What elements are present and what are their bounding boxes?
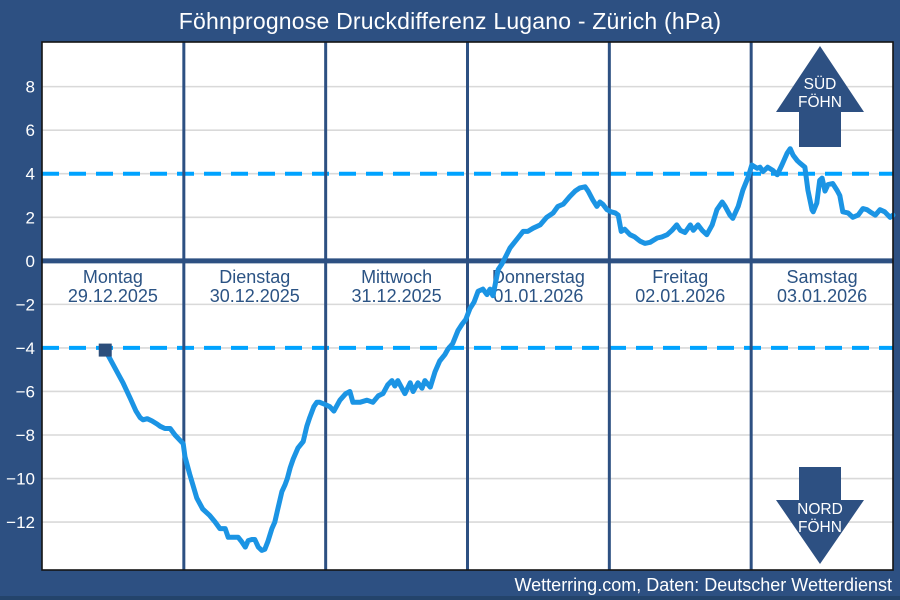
day-name-label: Montag xyxy=(83,267,143,287)
arrow-down-icon xyxy=(776,467,864,564)
day-date-label: 01.01.2026 xyxy=(493,286,583,306)
y-tick-label: −6 xyxy=(16,382,35,401)
day-date-label: 03.01.2026 xyxy=(777,286,867,306)
sued-foehn-label-line1: SÜD xyxy=(804,75,837,93)
footer-credit: Wetterring.com, Daten: Deutscher Wetterd… xyxy=(514,575,893,595)
pressure-line xyxy=(102,146,896,553)
footer-bar: Wetterring.com, Daten: Deutscher Wetterd… xyxy=(0,571,900,600)
day-name-label: Mittwoch xyxy=(361,267,432,287)
y-tick-label: 2 xyxy=(26,208,35,227)
nord-foehn-label-line2: FÖHN xyxy=(798,518,842,536)
y-tick-label: 8 xyxy=(26,78,35,97)
nord-foehn-arrow: NORD FÖHN xyxy=(776,467,864,564)
y-tick-label: 0 xyxy=(26,252,35,271)
day-name-label: Donnerstag xyxy=(492,267,585,287)
sued-foehn-arrow: SÜD FÖHN xyxy=(776,46,864,147)
y-tick-label: −4 xyxy=(16,339,35,358)
day-date-label: 29.12.2025 xyxy=(68,286,158,306)
y-axis-labels: 8 6 4 2 0 −2 −4 −6 −8 −10 −12 xyxy=(6,78,35,532)
title-bar: Föhnprognose Druckdifferenz Lugano - Zür… xyxy=(0,0,900,42)
plot-border-group xyxy=(41,41,894,571)
y-tick-label: 6 xyxy=(26,121,35,140)
day-name-label: Freitag xyxy=(652,267,708,287)
page-title: Föhnprognose Druckdifferenz Lugano - Zür… xyxy=(178,7,722,34)
sued-foehn-label-line2: FÖHN xyxy=(798,93,842,111)
day-date-label: 31.12.2025 xyxy=(352,286,442,306)
y-tick-label: −12 xyxy=(6,513,35,532)
y-tick-label: 4 xyxy=(26,165,35,184)
y-tick-label: −2 xyxy=(16,295,35,314)
day-name-label: Samstag xyxy=(787,267,858,287)
pressure-series xyxy=(98,146,896,553)
y-tick-label: −8 xyxy=(16,426,35,445)
y-tick-label: −10 xyxy=(6,470,35,489)
series-start-marker xyxy=(98,343,112,357)
day-name-label: Dienstag xyxy=(219,267,290,287)
bottom-strip xyxy=(0,596,900,600)
day-separators xyxy=(182,42,753,570)
arrow-up-icon xyxy=(776,46,864,147)
day-date-label: 02.01.2026 xyxy=(635,286,725,306)
day-date-label: 30.12.2025 xyxy=(210,286,300,306)
plot-border xyxy=(41,41,894,571)
nord-foehn-label-line1: NORD xyxy=(797,501,843,518)
